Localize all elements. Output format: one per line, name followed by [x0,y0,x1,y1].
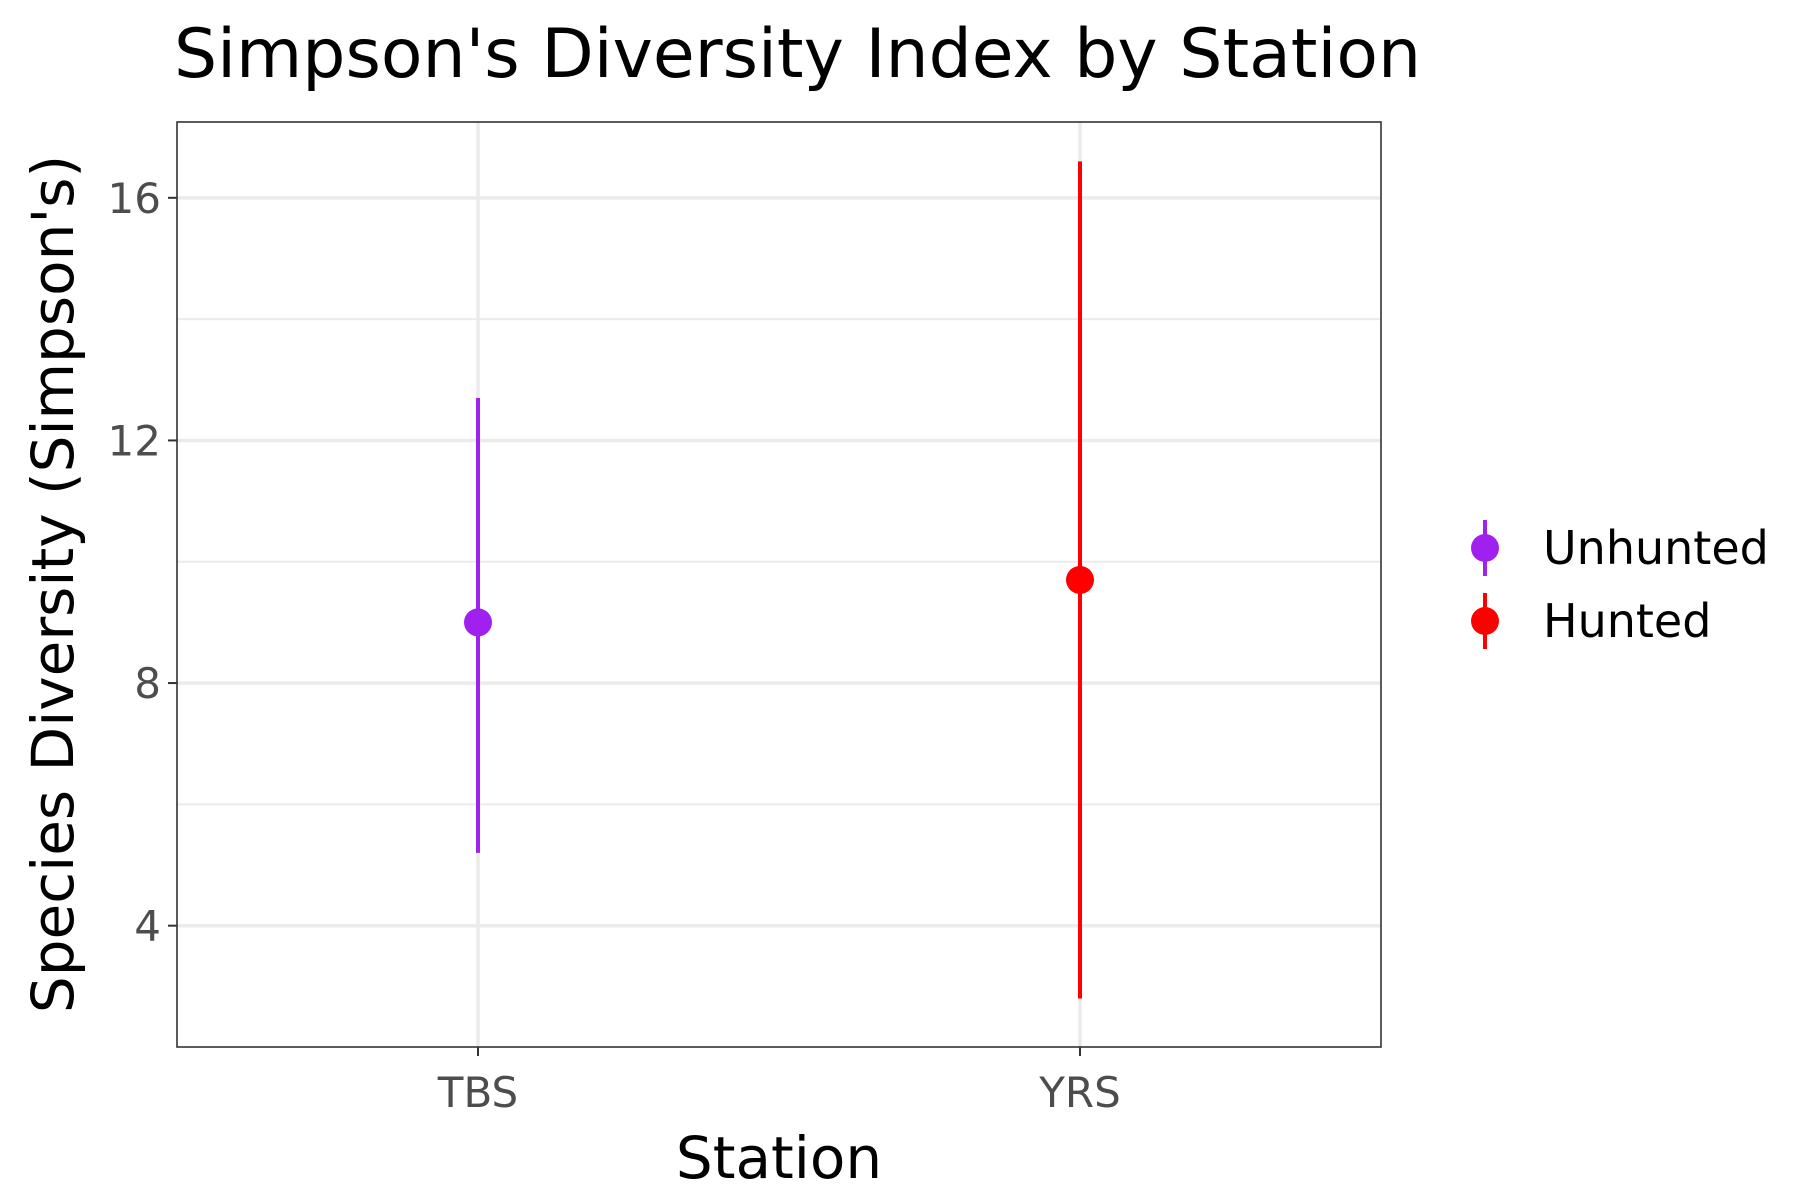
data-point [464,608,492,637]
y-tick-labels: 4 8 12 16 [108,174,177,951]
y-tick-label: 8 [134,659,161,708]
plot-panel [176,121,1382,1048]
y-axis-title: Species Diversity (Simpson's) [19,155,87,1013]
legend-key-point [1471,534,1499,562]
y-tick-label: 12 [108,416,161,465]
data-point [1066,565,1094,594]
x-tick-label: TBS [437,1068,518,1117]
y-tick-label: 4 [134,902,161,951]
legend: Unhunted Hunted [1471,520,1769,649]
legend-label: Unhunted [1543,521,1769,575]
y-tick-label: 16 [108,174,161,223]
x-tick-label: YRS [1038,1068,1121,1117]
panel-border [176,121,1382,1048]
panel-background [177,122,1381,1047]
legend-label: Hunted [1543,594,1711,648]
x-axis-title: Station [676,1124,882,1192]
chart-title: Simpson's Diversity Index by Station [174,15,1421,94]
legend-key-point [1471,607,1499,635]
data-marks [464,161,1094,999]
x-tick-labels: TBS YRS [437,1047,1121,1117]
